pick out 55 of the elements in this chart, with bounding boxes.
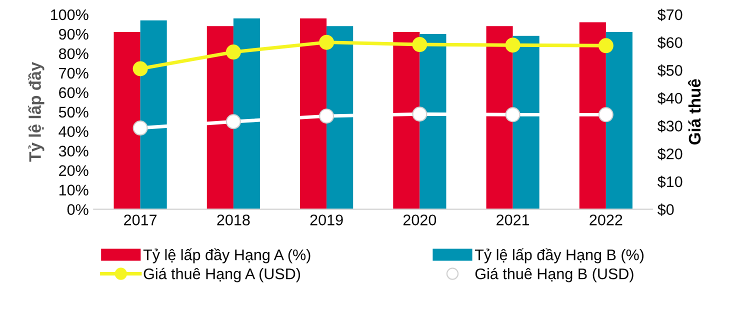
bar [579,22,606,210]
x-tick-label: 2021 [496,214,530,226]
point [226,44,241,60]
bar [420,34,446,210]
y2-tick-label: $40 [658,92,682,105]
point [505,38,520,53]
y2-tick-label: $0 [658,204,674,216]
y2-axis-title: Giá thuê [688,79,701,145]
y2-tick-label: $10 [658,176,682,188]
y2-tick-label: $60 [658,36,682,49]
x-tick-label: 2019 [310,214,343,226]
y-tick-label: 80% [58,48,88,60]
bar [486,26,513,210]
bar [114,32,140,210]
y-tick-label: 10% [59,184,88,196]
bar [300,18,327,210]
point [319,34,334,50]
x-tick-label: 2022 [590,214,622,226]
point [505,107,520,122]
point [598,107,614,122]
y-axis-title: Tỷ lệ lấp đầy [28,62,44,162]
x-tick-label: 2020 [403,214,436,226]
point [598,38,614,54]
bar [512,36,540,210]
y-tick-label: 90% [59,28,88,40]
x-tick-label: 2017 [124,214,157,226]
point [319,108,334,124]
legend-label: Tỷ lệ lấp đầy Hạng A (%) [143,248,310,264]
x-tick-label: 2018 [217,214,250,226]
y-tick-label: 30% [58,146,88,157]
bar [233,18,260,210]
bar [206,26,234,210]
point [412,106,428,122]
y2-tick-label: $30 [658,120,682,132]
bar [393,32,420,210]
legend-label: Tỷ lệ lấp đầy Hạng B (%) [474,248,644,264]
y-tick-label: 70% [59,68,88,79]
bar [606,32,632,210]
y-tick-label: 50% [58,106,88,118]
y2-tick-label: $70 [658,8,682,22]
y-tick-label: 20% [59,165,88,176]
y2-tick-label: $20 [658,148,682,160]
bar [140,20,167,210]
point [132,120,148,136]
y-tick-label: 60% [59,87,88,98]
legend-label: Giá thuê Hạng A (USD) [144,268,300,282]
point [412,37,428,52]
y-tick-label: 100% [50,9,88,20]
point [132,61,148,76]
legend-label: Giá thuê Hạng B (USD) [475,268,634,282]
y-tick-label: 0% [67,204,88,215]
point [226,114,241,130]
y2-tick-label: $50 [658,64,682,77]
bar [326,26,354,210]
y-tick-label: 40% [58,126,88,138]
